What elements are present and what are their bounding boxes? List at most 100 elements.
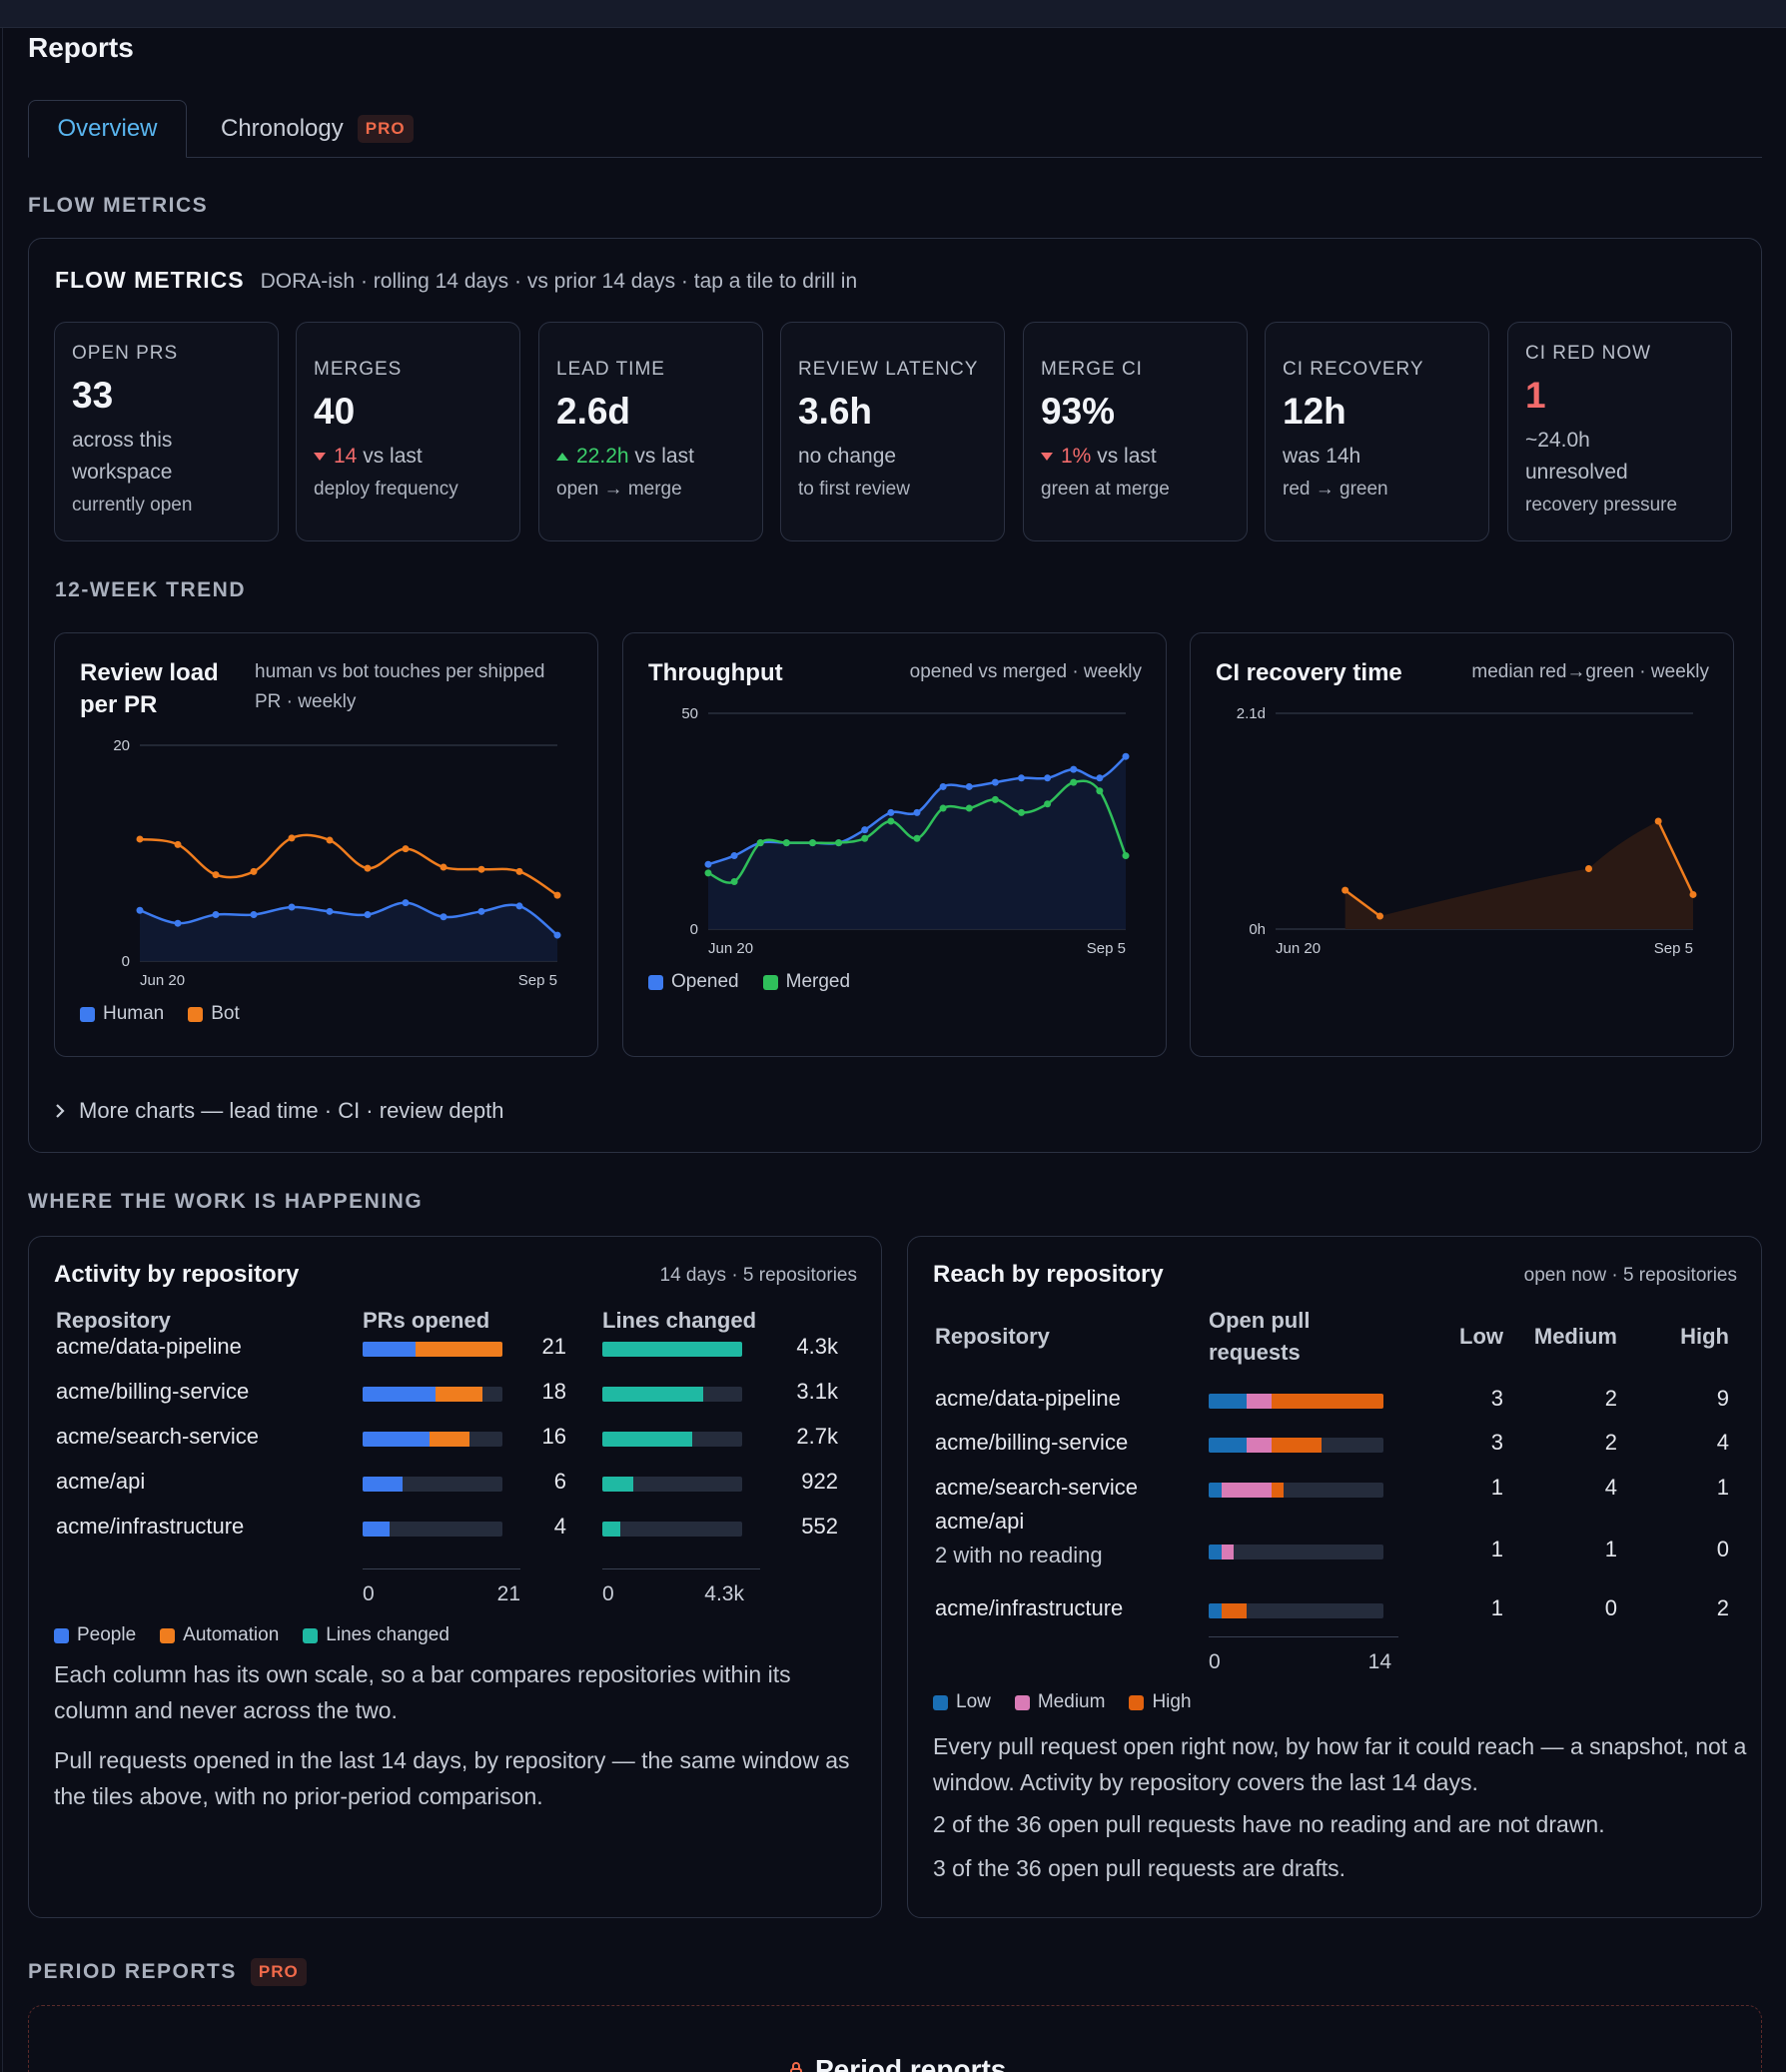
reach-medium-count: 1 (1604, 1537, 1617, 1561)
repo-name[interactable]: acme/billing-service (935, 1430, 1129, 1455)
legend-label: Merged (785, 971, 851, 992)
tile-caption-2: workspace (72, 461, 173, 484)
reach-high-count: 0 (1716, 1537, 1729, 1561)
legend-swatch (1014, 1694, 1030, 1710)
activity-note-window: Pull requests opened in the last 14 days… (54, 1747, 850, 1809)
data-point (835, 839, 843, 847)
repo-name[interactable]: acme/api (935, 1509, 1025, 1534)
series-area (140, 902, 557, 961)
tile-delta-suffix: vs last (1091, 445, 1157, 468)
repo-name[interactable]: acme/data-pipeline (935, 1386, 1121, 1411)
chart-subtitle: median red→green · weekly (1471, 661, 1709, 682)
data-point (477, 907, 485, 915)
axis-label: 0 (363, 1582, 375, 1605)
trend-label: 12-WEEK TREND (55, 578, 247, 601)
col-header-lines-changed: Lines changed (602, 1308, 757, 1333)
prs-opened-bar (363, 1477, 502, 1492)
repo-name[interactable]: acme/search-service (935, 1475, 1138, 1500)
col-header-repository: Repository (935, 1324, 1050, 1349)
metric-tile-ci-recovery[interactable]: CI RECOVERY 12h was 14h red → green (1265, 322, 1489, 541)
tile-value: 3.6h (798, 391, 873, 432)
metric-tile-open-prs[interactable]: OPEN PRS 33 across this workspace currently … (54, 322, 279, 541)
data-point (1376, 912, 1383, 920)
data-point (288, 903, 296, 911)
metric-tile-merges[interactable]: MERGES 40 14 vs last deploy frequency (296, 322, 520, 541)
lines-changed-value: 3.1k (796, 1379, 838, 1404)
bar-segment-low (1209, 1545, 1222, 1559)
tile-caption: ~24.0h (1525, 429, 1590, 452)
lines-axis (602, 1568, 760, 1569)
reach-bar (1209, 1603, 1383, 1618)
section-label-flow: FLOW METRICS (28, 194, 209, 217)
data-point (756, 839, 764, 847)
tile-value: 12h (1283, 391, 1346, 432)
repo-name[interactable]: acme/data-pipeline (56, 1334, 242, 1359)
tab-chronology[interactable]: Chronology PRO (221, 100, 414, 158)
repo-name[interactable]: acme/infrastructure (935, 1595, 1124, 1620)
series-line-ci-recovery (1657, 820, 1695, 895)
data-point (174, 840, 182, 848)
bar-segment-medium (1246, 1394, 1272, 1409)
metric-tile-ci-red-now[interactable]: CI RED NOW 1 ~24.0h unresolved recovery pres… (1507, 322, 1732, 541)
data-point (326, 907, 334, 915)
repo-name[interactable]: acme/billing-service (56, 1379, 250, 1404)
data-point (1018, 774, 1025, 782)
prs-opened-count: 16 (541, 1424, 566, 1449)
series-area (708, 756, 1126, 929)
bar-segment-medium (1221, 1545, 1234, 1559)
tile-delta: 1% vs last (1041, 441, 1230, 473)
period-reports-heading: Period reports (789, 2054, 1006, 2072)
series-line-ci-recovery (1343, 889, 1381, 918)
pro-badge: PRO (357, 115, 414, 143)
data-point (965, 804, 973, 812)
bar-segment-high (1271, 1394, 1383, 1409)
tile-footnote: green at merge (1041, 479, 1170, 500)
data-point (364, 864, 372, 872)
section-label-work: WHERE THE WORK IS HAPPENING (28, 1190, 424, 1213)
reach-bar (1209, 1483, 1383, 1498)
chart-title: CI recovery time (1216, 659, 1402, 686)
legend-label: People (77, 1624, 137, 1645)
data-point (136, 906, 144, 914)
data-point (704, 869, 712, 877)
metric-tile-review-latency[interactable]: REVIEW LATENCY 3.6h no change to first revi… (780, 322, 1005, 541)
data-point (1044, 800, 1052, 808)
tile-delta-suffix: vs last (628, 445, 694, 468)
data-point (440, 863, 447, 871)
repo-name[interactable]: acme/infrastructure (56, 1514, 245, 1539)
data-point (174, 919, 182, 927)
metric-tile-merge-ci[interactable]: MERGE CI 93% 1% vs last green at merge (1023, 322, 1248, 541)
legend-swatch (54, 1627, 69, 1643)
bar-segment-lines (602, 1387, 703, 1402)
data-point (1070, 778, 1078, 786)
x-tick-label: Jun 20 (1276, 940, 1321, 957)
data-point (1689, 890, 1697, 898)
tile-label: OPEN PRS (72, 343, 179, 364)
data-point (913, 808, 921, 816)
tile-value: 93% (1041, 391, 1116, 432)
data-point (288, 834, 296, 842)
data-point (809, 839, 816, 847)
data-point (1096, 774, 1104, 782)
tile-delta-suffix: vs last (357, 445, 423, 468)
tile-footnote: currently open (72, 495, 193, 516)
series-area (1344, 821, 1693, 929)
chart-title: Review load per PR (80, 659, 219, 718)
chart-subtitle: human vs bot touches per shipped PR · we… (255, 661, 545, 712)
metric-tile-lead-time[interactable]: LEAD TIME 2.6d 22.2h vs last open → merge (538, 322, 763, 541)
tab-overview[interactable]: Overview (28, 100, 187, 158)
pro-badge: PRO (250, 1958, 307, 1986)
prs-opened-count: 18 (541, 1379, 566, 1404)
repo-name[interactable]: acme/search-service (56, 1424, 259, 1449)
period-reports-box (28, 2005, 1762, 2072)
repo-name[interactable]: acme/api (56, 1469, 146, 1494)
lines-changed-bar (602, 1387, 742, 1402)
data-point (553, 891, 561, 899)
data-point (515, 902, 523, 910)
legend-swatch (1129, 1694, 1145, 1710)
tile-label: CI RED NOW (1525, 343, 1652, 364)
lines-changed-value: 2.7k (796, 1424, 838, 1449)
more-charts-toggle[interactable]: More charts — lead time · CI · review de… (53, 1098, 503, 1124)
bar-segment-high (1271, 1483, 1284, 1498)
bar-segment-low (1209, 1603, 1222, 1618)
